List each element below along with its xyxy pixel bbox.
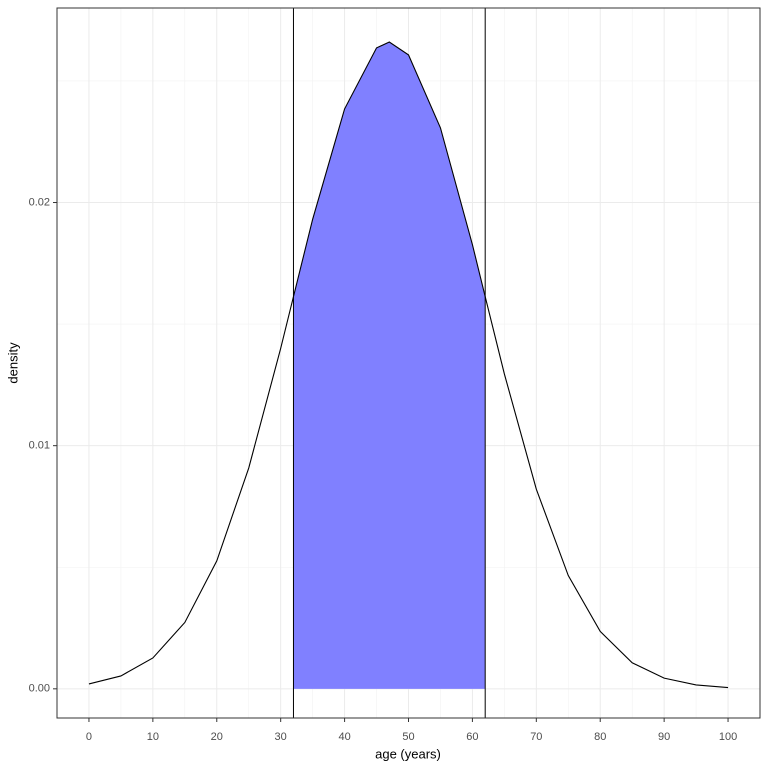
- x-tick-label: 80: [594, 731, 606, 743]
- x-tick-label: 10: [147, 731, 159, 743]
- panel-border: [56, 7, 761, 719]
- x-tick-label: 100: [719, 731, 737, 743]
- x-tick-label: 90: [658, 731, 670, 743]
- y-tick-label: 0.00: [29, 683, 50, 695]
- x-tick-label: 50: [402, 731, 414, 743]
- y-axis-title: density: [5, 342, 20, 384]
- x-axis-title: age (years): [375, 746, 441, 761]
- x-tick-label: 20: [211, 731, 223, 743]
- y-tick-label: 0.01: [29, 440, 50, 452]
- shaded-area: [293, 42, 486, 689]
- x-tick-label: 60: [466, 731, 478, 743]
- x-tick-label: 30: [275, 731, 287, 743]
- x-tick-label: 0: [86, 731, 92, 743]
- x-tick-label: 40: [338, 731, 350, 743]
- x-tick-label: 70: [530, 731, 542, 743]
- y-tick-label: 0.02: [29, 196, 50, 208]
- density-curve: [88, 41, 729, 689]
